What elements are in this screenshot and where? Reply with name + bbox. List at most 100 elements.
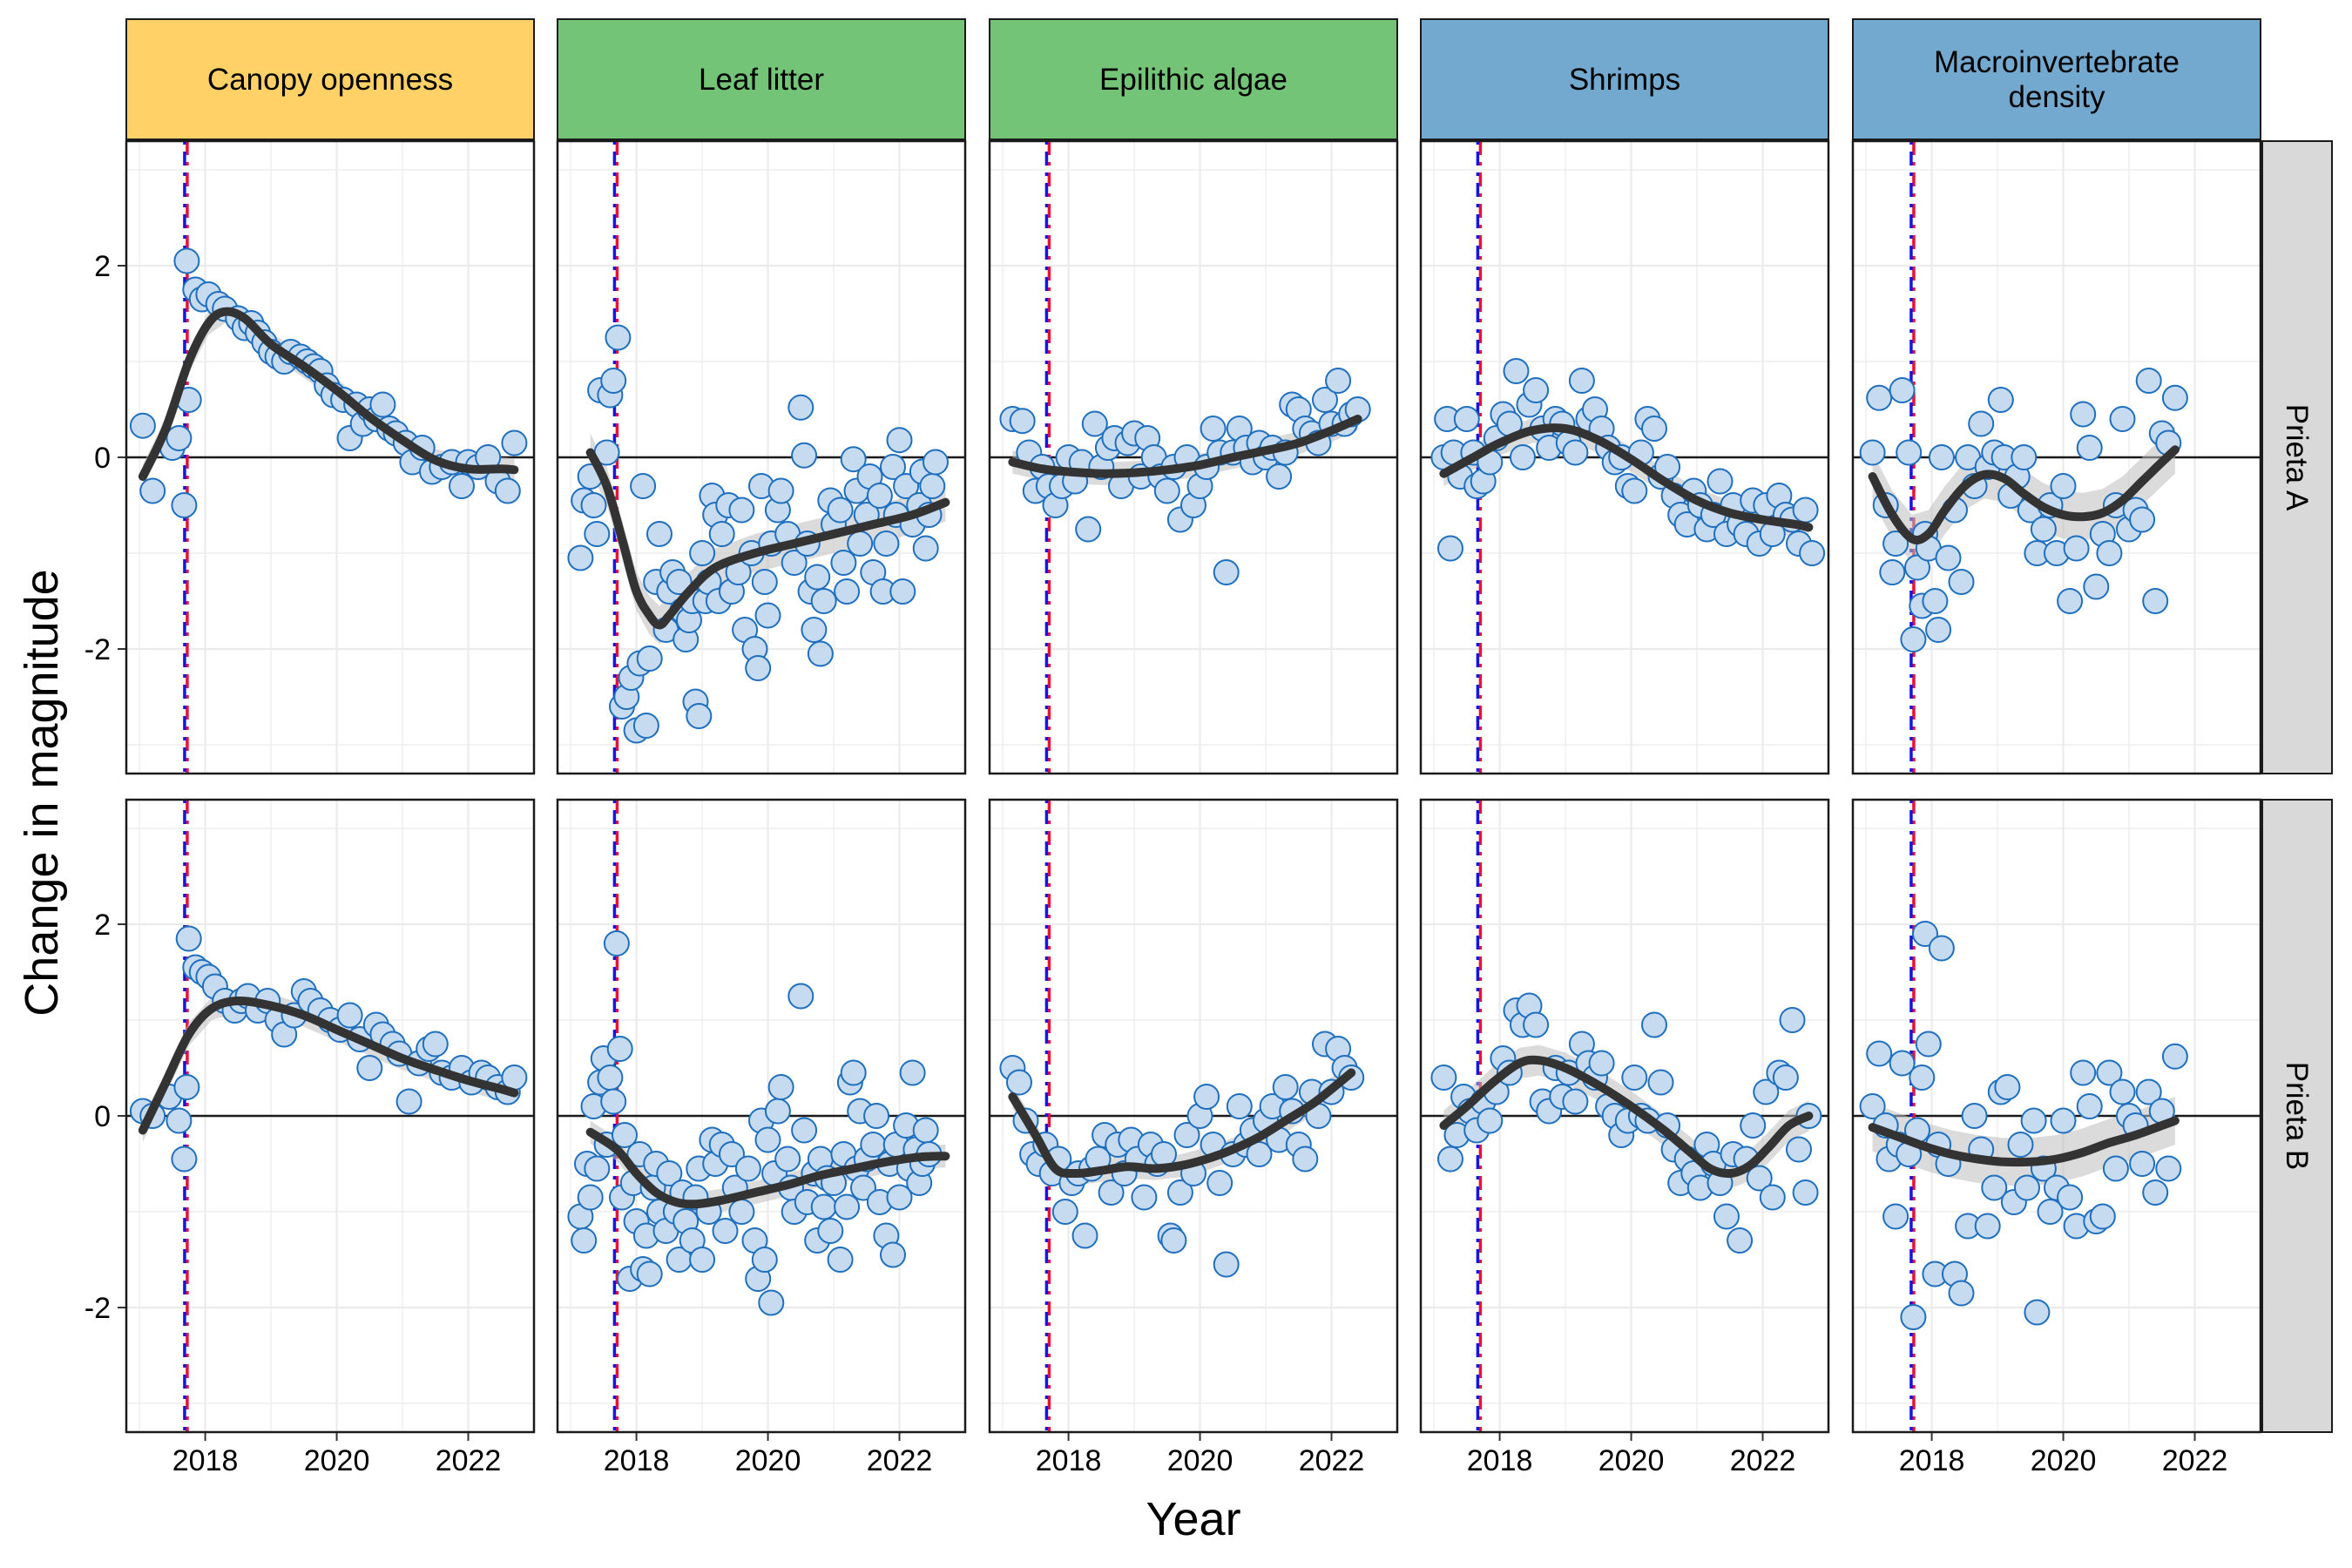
data-point (2142, 1179, 2169, 1206)
panel-plot-area (558, 141, 965, 774)
data-point (850, 1174, 876, 1201)
data-point (2050, 473, 2077, 499)
data-point (1523, 1011, 1550, 1038)
data-point (632, 713, 659, 739)
data-point (1325, 368, 1352, 394)
data-point (873, 531, 900, 557)
data-point (1647, 1069, 1674, 1096)
data-point (1006, 1069, 1032, 1096)
data-point (1935, 544, 1962, 571)
data-point (712, 1218, 739, 1244)
data-point (912, 1117, 939, 1144)
data-point (1430, 1064, 1457, 1091)
data-point (584, 521, 611, 547)
data-point (1213, 559, 1240, 585)
smooth-line (1868, 445, 2180, 544)
data-point (606, 1036, 633, 1062)
panel-6 (125, 798, 536, 1434)
data-point (830, 550, 857, 576)
data-point (1200, 416, 1227, 442)
y-tick-label: 0 (94, 1100, 111, 1133)
data-point (1912, 921, 1938, 947)
data-point (166, 425, 193, 451)
panels-layer: Canopy openness Leaf litter Epilithic alga… (84, 18, 2333, 1477)
panel-border (1851, 798, 2262, 1434)
x-tick-label: 2018 (1899, 1444, 1965, 1477)
data-point (2014, 1174, 2040, 1201)
smooth-line (1439, 1055, 1814, 1179)
data-point (1948, 1280, 1975, 1307)
data-point (1882, 1203, 1909, 1230)
facet-strip-label-line: density (2009, 80, 2105, 114)
data-point (1477, 1107, 1504, 1134)
data-point (580, 492, 607, 518)
data-point (356, 1055, 383, 1081)
data-point (860, 1132, 887, 1158)
data-point (2011, 444, 2038, 470)
data-point (2089, 1203, 2116, 1230)
data-point (767, 477, 794, 504)
data-point (886, 427, 913, 454)
y-tick-label: -2 (84, 633, 111, 666)
data-point (1753, 1078, 1780, 1105)
data-point (689, 1247, 716, 1273)
data-point (866, 483, 893, 509)
y-axis-title: Change in magnitude (16, 569, 68, 1016)
panel-plot-area (126, 800, 534, 1432)
smooth-line (1008, 1068, 1356, 1179)
data-point (173, 1074, 200, 1100)
data-point (2109, 406, 2136, 432)
y-tick-label: 0 (94, 442, 111, 475)
data-point (501, 429, 528, 456)
data-point (886, 1184, 913, 1211)
row-strip-1 (2261, 140, 2333, 774)
x-tick-label: 2018 (1467, 1444, 1533, 1477)
panel-border (988, 139, 1399, 775)
data-point (1437, 535, 1463, 562)
data-point (336, 1002, 363, 1029)
data-point (745, 655, 772, 681)
data-point (2070, 401, 2097, 428)
data-point (1981, 1174, 2008, 1201)
panel-9 (1419, 798, 1830, 1434)
panel-plot-area (990, 141, 1397, 774)
data-point (2037, 1199, 2064, 1225)
x-tick-label: 2020 (1598, 1444, 1665, 1477)
data-point (719, 1141, 745, 1167)
data-point (1707, 468, 1734, 495)
data-point (827, 1247, 854, 1273)
data-point (2161, 384, 2188, 411)
facet-strip-label: Shrimps (1569, 63, 1680, 97)
data-point (1166, 1179, 1193, 1206)
facet-strip-4 (1420, 18, 1829, 140)
x-axis-title: Year (1146, 1493, 1240, 1545)
data-point (840, 1059, 867, 1086)
data-point (2135, 1078, 2162, 1105)
data-point (2096, 540, 2123, 566)
data-point (1641, 416, 1667, 442)
data-point (666, 569, 693, 595)
data-point (801, 617, 828, 643)
x-tick-label: 2020 (735, 1444, 801, 1477)
data-point (1915, 1031, 1942, 1058)
data-point (636, 645, 663, 672)
data-point (571, 1227, 598, 1254)
data-point (1922, 588, 1949, 614)
data-point (787, 983, 814, 1010)
facet-strip-1 (125, 18, 535, 140)
panel-2 (556, 139, 967, 775)
panel-plot-area (1421, 141, 1828, 774)
smooth-line (1008, 415, 1362, 478)
data-point (2030, 516, 2057, 543)
y-tick-label: 2 (94, 909, 111, 942)
data-point (1213, 1251, 1240, 1278)
data-point (791, 442, 818, 469)
data-point (395, 1088, 422, 1115)
panel-1 (125, 139, 536, 775)
data-point (567, 544, 594, 571)
data-point (1896, 439, 1923, 466)
data-point (863, 1103, 890, 1129)
panel-7 (556, 798, 967, 1434)
data-point (1453, 406, 1480, 432)
data-point (584, 1155, 611, 1182)
